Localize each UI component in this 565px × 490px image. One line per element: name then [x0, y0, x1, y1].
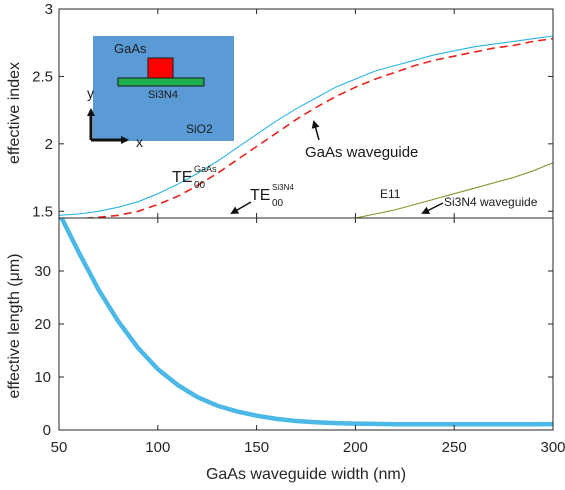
- top-y-tick-label: 2: [45, 136, 53, 153]
- inset-si3n4-label: Si3N4: [148, 89, 178, 101]
- bottom-y-tick-label: 10: [34, 369, 51, 386]
- inset-sio2-label: SiO2: [186, 122, 213, 136]
- annotation-gaas-waveguide-arrow: [311, 120, 320, 141]
- bottom-x-tick-label: 50: [51, 439, 68, 456]
- bottom-x-tick-label: 200: [343, 439, 368, 456]
- annotation-te00-gaas: TE 00 GaAs: [172, 164, 217, 191]
- bottom-y-tick-label: 0: [43, 422, 51, 439]
- annotation-te00-si3n4-arrow: [230, 201, 252, 215]
- te00-gaas-subscript: 00: [194, 180, 206, 191]
- inset-cross-section: GaAs Si3N4 SiO2 y x: [87, 36, 234, 150]
- bottom-x-tick-label: 300: [540, 439, 565, 456]
- bottom-y-ticks: 0 10 20 30: [34, 263, 553, 439]
- bottom-x-axis-label: GaAs waveguide width (nm): [206, 466, 406, 483]
- top-y-ticks: 1.5 2 2.5 3: [32, 1, 554, 220]
- bottom-y-axis-label: effective length (μm): [6, 254, 23, 399]
- series-line-e11: [355, 162, 553, 218]
- annotation-e11: E11: [380, 187, 401, 201]
- inset-gaas-block: [147, 57, 174, 79]
- effective-index-panel: 1.5 2 2.5 3 effective index GaAs Si3N4 SiO2…: [6, 1, 554, 220]
- bottom-x-ticks: 50 100 150 200 250 300: [51, 218, 565, 456]
- annotation-si3n4-waveguide-arrow: [421, 202, 444, 214]
- inset-gaas-label: GaAs: [114, 41, 147, 56]
- top-series-group: [59, 35, 553, 218]
- effective-length-panel: 0 10 20 30 50 100 150 200 250 300 effective leng…: [6, 217, 565, 483]
- bottom-series-group: [59, 218, 553, 427]
- bottom-y-tick-label: 30: [34, 263, 51, 280]
- bottom-x-tick-label: 250: [442, 439, 467, 456]
- inset-x-label: x: [136, 134, 143, 150]
- top-y-tick-label: 2.5: [32, 68, 53, 85]
- inset-y-label: y: [87, 85, 94, 101]
- bottom-x-tick-label: 100: [145, 439, 170, 456]
- top-annotations: GaAs waveguide TE 00 GaAs TE 00 Si3N4 E1…: [172, 120, 538, 215]
- series-line-te00-gaas: [59, 35, 553, 216]
- top-y-tick-label: 1.5: [32, 203, 53, 220]
- top-y-tick-label: 3: [45, 1, 53, 18]
- te00-si3n4-main: TE: [250, 187, 270, 204]
- annotation-te00-si3n4: TE 00 Si3N4: [250, 183, 294, 209]
- te00-gaas-main: TE: [172, 169, 192, 186]
- series-line-gaas-waveguide: [75, 37, 553, 218]
- annotation-gaas-waveguide: GaAs waveguide: [305, 144, 418, 161]
- bottom-plot-frame: [58, 217, 554, 431]
- annotation-si3n4-waveguide: Si3N4 waveguide: [444, 195, 538, 209]
- inset-background: [93, 36, 234, 141]
- inset-si3n4-layer: [117, 77, 205, 87]
- bottom-x-tick-label: 150: [244, 439, 269, 456]
- series-line-effective-length: [59, 218, 553, 427]
- te00-gaas-superscript: GaAs: [194, 164, 217, 174]
- te00-si3n4-superscript: Si3N4: [272, 183, 294, 192]
- bottom-y-tick-label: 20: [34, 316, 51, 333]
- te00-si3n4-subscript: 00: [272, 198, 284, 209]
- top-y-axis-label: effective index: [6, 62, 23, 164]
